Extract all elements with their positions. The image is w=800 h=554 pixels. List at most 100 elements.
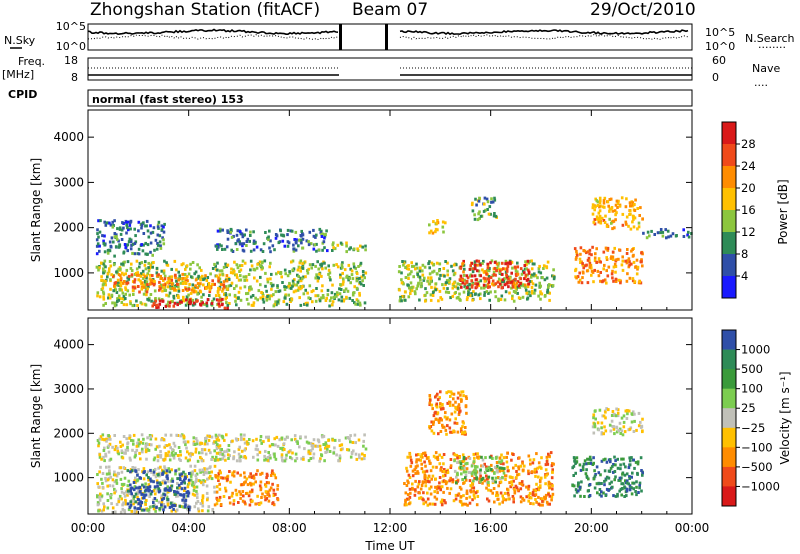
data-cell <box>168 470 172 474</box>
data-cell <box>462 263 466 267</box>
data-cell <box>106 492 109 496</box>
data-cell <box>498 282 502 286</box>
data-cell <box>449 296 452 300</box>
data-cell <box>579 468 583 472</box>
data-cell <box>97 509 100 513</box>
data-cell <box>204 471 207 475</box>
data-cell <box>116 471 120 475</box>
data-cell <box>129 503 133 507</box>
data-cell <box>160 500 164 504</box>
data-cell <box>545 265 548 269</box>
data-cell <box>578 463 582 467</box>
data-cell <box>531 273 534 277</box>
data-cell <box>131 251 134 255</box>
data-cell <box>158 444 161 448</box>
data-cell <box>215 244 218 248</box>
data-cell <box>139 487 143 491</box>
data-cell <box>173 286 176 289</box>
data-cell <box>542 264 546 268</box>
data-cell <box>520 482 524 486</box>
data-cell <box>235 303 238 307</box>
data-cell <box>622 462 626 466</box>
data-cell <box>347 448 351 452</box>
data-cell <box>514 484 518 488</box>
data-cell <box>239 492 243 496</box>
data-cell <box>318 227 322 231</box>
data-cell <box>159 450 162 453</box>
data-cell <box>168 505 172 509</box>
data-cell <box>407 267 411 271</box>
data-cell <box>133 227 136 231</box>
data-cell <box>210 435 214 439</box>
data-cell <box>232 502 235 506</box>
data-cell <box>103 446 106 450</box>
data-cell <box>280 453 284 457</box>
data-cell <box>138 451 141 455</box>
data-cell <box>120 228 124 232</box>
data-cell <box>615 199 619 203</box>
data-cell <box>633 412 636 416</box>
data-cell <box>136 479 139 483</box>
data-cell <box>226 237 230 241</box>
data-cell <box>436 411 440 415</box>
data-cell <box>581 262 584 266</box>
data-cell <box>480 286 483 290</box>
data-cell <box>261 492 264 496</box>
data-cell <box>351 441 355 444</box>
data-cell <box>142 273 145 277</box>
data-cell <box>295 238 298 242</box>
data-cell <box>166 488 170 492</box>
data-cell <box>449 487 453 491</box>
data-cell <box>124 490 128 494</box>
data-cell <box>328 271 332 275</box>
data-cell <box>627 265 631 269</box>
data-cell <box>321 248 324 252</box>
data-cell <box>306 291 309 295</box>
data-cell <box>136 304 139 307</box>
data-cell <box>433 502 437 506</box>
data-cell <box>623 495 626 498</box>
data-cell <box>435 402 439 406</box>
data-cell <box>470 279 473 283</box>
data-cell <box>221 452 224 456</box>
data-cell <box>529 294 532 298</box>
data-cell <box>619 432 622 435</box>
data-cell <box>126 243 130 247</box>
data-cell <box>574 269 577 273</box>
data-cell <box>487 269 491 273</box>
data-cell <box>302 455 305 459</box>
data-cell <box>171 286 174 290</box>
data-cell <box>191 286 195 290</box>
data-cell <box>99 219 102 223</box>
colorbar-block <box>722 466 736 487</box>
data-cell <box>605 475 609 479</box>
data-cell <box>96 294 99 298</box>
data-cell <box>195 299 198 303</box>
data-cell <box>581 468 585 472</box>
data-cell <box>136 441 139 445</box>
data-cell <box>616 414 620 418</box>
data-cell <box>461 262 465 265</box>
data-cell <box>291 451 294 455</box>
data-cell <box>307 452 311 456</box>
data-cell <box>219 452 222 456</box>
noise-left-tick-bottom: 10^0 <box>56 40 86 53</box>
data-cell <box>203 302 206 306</box>
data-cell <box>546 288 549 292</box>
data-cell <box>509 262 512 266</box>
data-cell <box>406 493 410 497</box>
data-cell <box>586 457 589 461</box>
data-cell <box>203 448 207 452</box>
data-cell <box>450 430 454 434</box>
data-cell <box>268 229 271 233</box>
data-cell <box>216 458 220 462</box>
data-cell <box>255 245 259 249</box>
data-cell <box>120 497 123 501</box>
data-cell <box>616 202 620 205</box>
data-cell <box>459 427 463 431</box>
data-cell <box>133 278 137 282</box>
data-cell <box>472 290 475 294</box>
data-cell <box>276 487 279 491</box>
data-cell <box>418 298 421 302</box>
data-cell <box>324 299 328 302</box>
